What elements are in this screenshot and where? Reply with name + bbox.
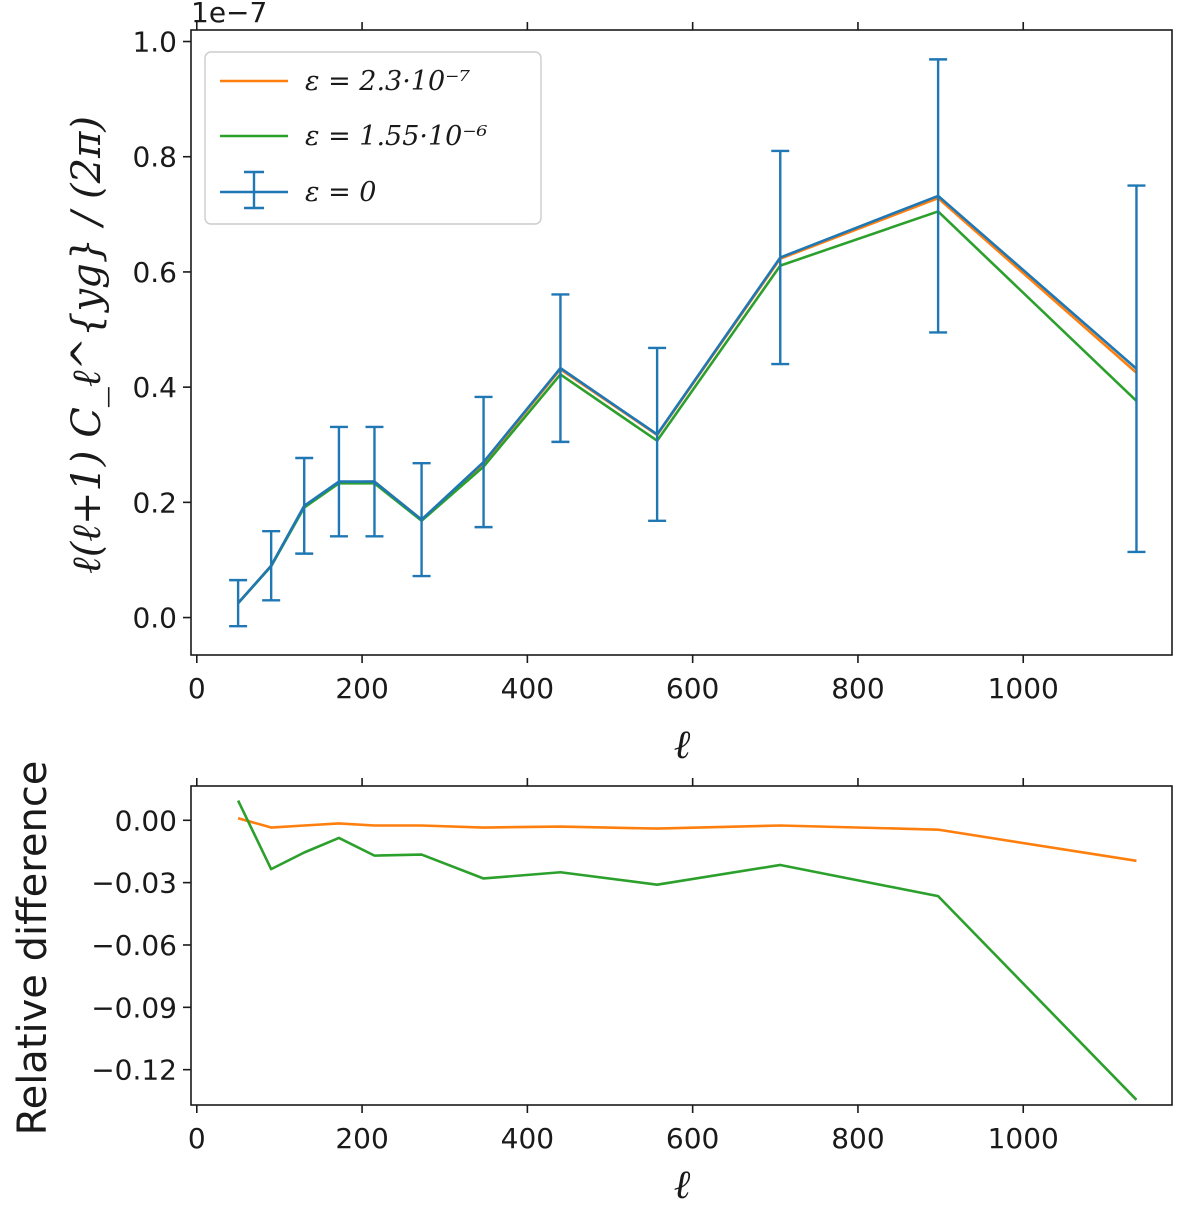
bottom-x-ticks: 0 200 400 600 800 1000 bbox=[188, 778, 1059, 1155]
top-plot-frame bbox=[190, 29, 1173, 656]
x-tick-label: 0 bbox=[188, 672, 206, 705]
y-offset-label: 1e−7 bbox=[191, 0, 267, 29]
series-line-green bbox=[237, 210, 1138, 605]
series-line-orange bbox=[237, 816, 1137, 863]
bottom-x-axis-label: ℓ bbox=[674, 1162, 691, 1208]
bottom-plot-frame bbox=[190, 785, 1173, 1106]
y-tick-label: 0.6 bbox=[132, 256, 177, 289]
y-tick-label: −0.09 bbox=[91, 991, 177, 1024]
series-line-orange bbox=[237, 196, 1138, 605]
x-tick-label: 800 bbox=[831, 672, 884, 705]
legend-label-orange: ε = 2.3·10⁻⁷ bbox=[305, 66, 470, 97]
bottom-panel: 0 200 400 600 800 1000 0.00 −0.03 −0.06 −0.09 −0.… bbox=[10, 761, 1173, 1208]
y-tick-label: −0.12 bbox=[91, 1054, 177, 1087]
x-tick-label: 200 bbox=[335, 1122, 388, 1155]
legend-box bbox=[204, 51, 542, 225]
y-tick-label: −0.06 bbox=[91, 929, 177, 962]
legend-label-green: ε = 1.55·10⁻⁶ bbox=[305, 121, 488, 152]
x-tick-label: 400 bbox=[501, 672, 554, 705]
y-tick-label: 0.00 bbox=[115, 804, 177, 837]
x-tick-label: 600 bbox=[666, 672, 719, 705]
x-tick-label: 1000 bbox=[988, 1122, 1059, 1155]
top-y-ticks: 0.0 0.2 0.4 0.6 0.8 1.0 bbox=[132, 26, 191, 635]
y-tick-label: 0.8 bbox=[132, 141, 177, 174]
bottom-y-axis-label: Relative difference bbox=[10, 761, 56, 1136]
y-tick-label: −0.03 bbox=[91, 867, 177, 900]
bottom-y-ticks: 0.00 −0.03 −0.06 −0.09 −0.12 bbox=[91, 804, 191, 1087]
legend: ε = 2.3·10⁻⁷ ε = 1.55·10⁻⁶ ε = 0 bbox=[204, 51, 542, 225]
y-tick-label: 1.0 bbox=[132, 26, 177, 59]
x-tick-label: 800 bbox=[831, 1122, 884, 1155]
x-tick-label: 200 bbox=[335, 672, 388, 705]
x-tick-label: 0 bbox=[188, 1122, 206, 1155]
legend-label-blue: ε = 0 bbox=[305, 177, 376, 208]
bottom-series bbox=[236, 799, 1138, 1101]
y-tick-label: 0.4 bbox=[132, 371, 177, 404]
x-tick-label: 400 bbox=[501, 1122, 554, 1155]
top-series bbox=[229, 58, 1146, 628]
y-tick-label: 0.2 bbox=[132, 486, 177, 519]
top-panel: 0 200 400 600 800 1000 0.0 0.2 0.4 0.6 0.8 1.0 1e−… bbox=[64, 0, 1173, 768]
top-x-ticks: 0 200 400 600 800 1000 bbox=[188, 22, 1059, 705]
y-tick-label: 0.0 bbox=[132, 602, 177, 635]
series-line-green bbox=[236, 799, 1138, 1101]
x-tick-label: 1000 bbox=[988, 672, 1059, 705]
x-tick-label: 600 bbox=[666, 1122, 719, 1155]
top-y-axis-label: ℓ(ℓ+1) C_ℓ^{yg} / (2π) bbox=[64, 116, 110, 574]
series-line-blue bbox=[237, 194, 1138, 605]
top-x-axis-label: ℓ bbox=[674, 722, 691, 768]
